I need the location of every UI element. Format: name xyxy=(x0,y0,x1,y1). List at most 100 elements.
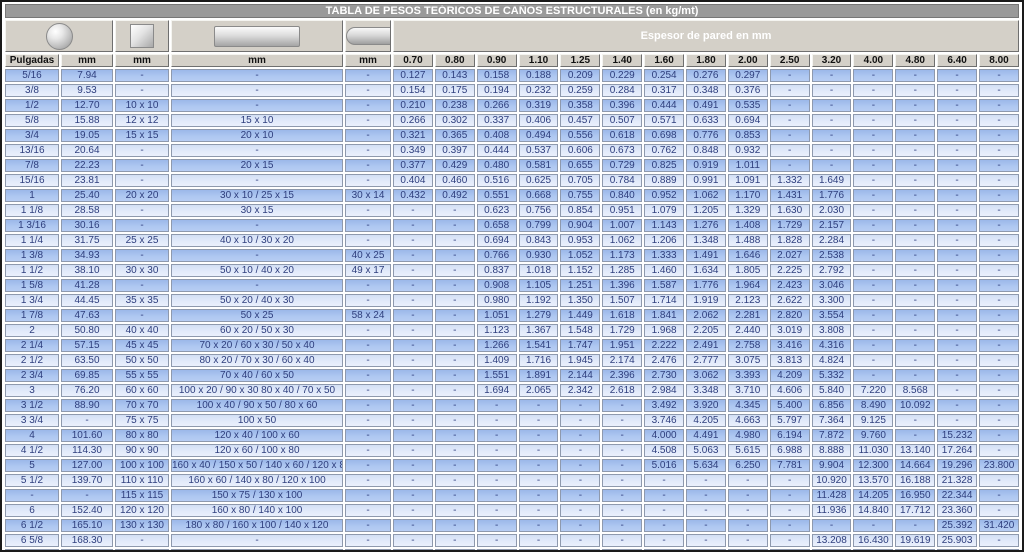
weight-cell: - xyxy=(602,399,643,412)
weight-cell: 2.984 xyxy=(644,384,685,397)
rectangular-tube-header-cell xyxy=(171,20,343,52)
weight-cell: 7.781 xyxy=(769,459,810,472)
weight-cell: 0.319 xyxy=(518,99,559,112)
row-pulgadas: 2 xyxy=(5,324,59,337)
weight-cell: 3.416 xyxy=(769,339,810,352)
table-row: 1 3/8 34.93- -40 x 25- -0.766 0.930 1.052 1.17… xyxy=(5,249,1019,262)
weight-cell: - xyxy=(769,84,810,97)
row-rect-mm: 80 x 20 / 70 x 30 / 60 x 40 xyxy=(171,354,343,367)
weight-cell: - xyxy=(895,144,936,157)
weight-cell: 0.429 xyxy=(434,159,475,172)
row-rect-mm: 50 x 10 / 40 x 20 xyxy=(171,264,343,277)
weight-cell: - xyxy=(895,84,936,97)
weight-cell: 1.460 xyxy=(644,264,685,277)
weight-cell: 0.729 xyxy=(602,159,643,172)
weight-cell: 19.296 xyxy=(937,459,978,472)
weight-cell: 3.393 xyxy=(727,369,768,382)
row-round-mm: 101.60 xyxy=(61,429,113,442)
weight-cell: - xyxy=(393,534,433,547)
weight-cell: 13.140 xyxy=(895,444,936,457)
table-row: 1 5/8 41.28- - - - -0.908 1.105 1.251 1.396 1.587… xyxy=(5,279,1019,292)
weight-cell: - xyxy=(560,549,601,550)
weight-cell: - xyxy=(979,69,1019,82)
weight-cell: - xyxy=(476,504,517,517)
row-rect-mm: 100 x 20 / 90 x 30 80 x 40 / 70 x 50 xyxy=(171,384,343,397)
round-tube-icon xyxy=(45,22,73,50)
weight-cell: 4.209 xyxy=(769,369,810,382)
weight-cell: 0.284 xyxy=(602,84,643,97)
weight-cell: - xyxy=(769,144,810,157)
weight-cell: 3.813 xyxy=(769,354,810,367)
weight-cell: 0.952 xyxy=(644,189,685,202)
weight-cell: 31.420 xyxy=(979,519,1019,532)
row-rect-mm: 50 x 20 / 40 x 30 xyxy=(171,294,343,307)
weight-cell: 21.328 xyxy=(937,474,978,487)
col-header-round-mm: mm xyxy=(61,54,113,67)
weights-table: TABLA DE PESOS TEÓRICOS DE CAÑOS ESTRUCT… xyxy=(3,2,1021,550)
weight-cell: - xyxy=(979,384,1019,397)
weight-cell: 0.302 xyxy=(434,114,475,127)
weight-cell: - xyxy=(434,504,475,517)
weight-cell: - xyxy=(937,309,978,322)
weight-cell: 1.729 xyxy=(602,324,643,337)
weight-cell: 0.349 xyxy=(393,144,433,157)
row-round-mm: 23.81 xyxy=(61,174,113,187)
row-rect-mm: 100 x 50 xyxy=(171,414,343,427)
row-pulgadas: 5/8 xyxy=(5,114,59,127)
row-square-mm: - xyxy=(115,309,169,322)
weight-cell: - xyxy=(979,129,1019,142)
col-header-thickness: 1.60 xyxy=(644,54,685,67)
row-pulgadas: 6 5/8 xyxy=(5,534,59,547)
row-round-mm: 177.80 xyxy=(61,549,113,550)
weight-cell: 0.143 xyxy=(434,69,475,82)
weight-cell: 1.541 xyxy=(518,339,559,352)
weight-cell: 12.300 xyxy=(853,459,894,472)
row-pulgadas: 5 xyxy=(5,459,59,472)
row-round-mm: 50.80 xyxy=(61,324,113,337)
weight-cell: 3.808 xyxy=(811,324,852,337)
table-row: 5/8 15.88 12 x 12 15 x 10-0.266 0.302 0.337 0.… xyxy=(5,114,1019,127)
weight-cell: 0.457 xyxy=(560,114,601,127)
row-round-mm: 28.58 xyxy=(61,204,113,217)
weight-cell: - xyxy=(811,159,852,172)
weight-cell: 1.011 xyxy=(727,159,768,172)
row-pulgadas: 2 3/4 xyxy=(5,369,59,382)
weight-cell: - xyxy=(769,129,810,142)
row-round-mm: 25.40 xyxy=(61,189,113,202)
weight-cell: 3.920 xyxy=(686,399,726,412)
weight-cell: 0.535 xyxy=(727,99,768,112)
row-pulgadas: 3 xyxy=(5,384,59,397)
weight-cell: 0.494 xyxy=(518,129,559,142)
weight-cell: 25.392 xyxy=(937,519,978,532)
weight-cell: - xyxy=(937,219,978,232)
weight-cell: - xyxy=(434,444,475,457)
weight-cell: 2.476 xyxy=(644,354,685,367)
row-pulgadas: 6 xyxy=(5,504,59,517)
row-rect-mm: 100 x 40 / 90 x 50 / 80 x 60 xyxy=(171,399,343,412)
weight-cell: 0.799 xyxy=(518,219,559,232)
weight-cell: 1.279 xyxy=(518,309,559,322)
weight-cell: 0.444 xyxy=(476,144,517,157)
row-oval-mm: - xyxy=(345,399,391,412)
weight-cell: - xyxy=(518,444,559,457)
weight-cell: 2.618 xyxy=(602,384,643,397)
weight-cell: - xyxy=(895,129,936,142)
col-header-thickness: 1.40 xyxy=(602,54,643,67)
weight-cell: - xyxy=(937,339,978,352)
weight-cell: 4.508 xyxy=(644,444,685,457)
weight-cell: - xyxy=(434,474,475,487)
row-round-mm: 76.20 xyxy=(61,384,113,397)
row-round-mm: 15.88 xyxy=(61,114,113,127)
weight-cell: - xyxy=(937,189,978,202)
row-oval-mm: - xyxy=(345,474,391,487)
weight-cell: 3.019 xyxy=(769,324,810,337)
table-row: 1 1/2 38.10 30 x 30 50 x 10 / 40 x 20 49 x 1… xyxy=(5,264,1019,277)
row-oval-mm: - xyxy=(345,459,391,472)
row-oval-mm: - xyxy=(345,99,391,112)
weight-cell: - xyxy=(811,144,852,157)
row-oval-mm: - xyxy=(345,294,391,307)
weight-cell: - xyxy=(979,504,1019,517)
weight-cell: - xyxy=(434,279,475,292)
weight-cell: 1.266 xyxy=(476,339,517,352)
